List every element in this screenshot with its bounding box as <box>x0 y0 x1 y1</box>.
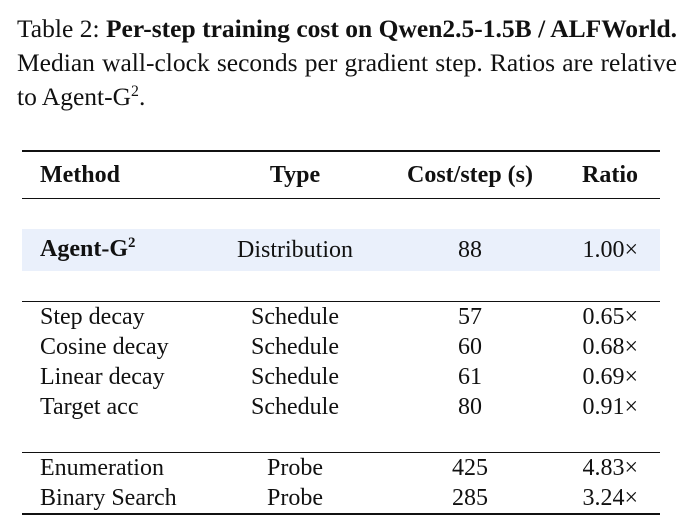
caption-text: Median wall-clock seconds per gradient s… <box>17 48 677 111</box>
row-ratio: 0.68× <box>582 334 638 360</box>
row-ratio: 0.91× <box>582 394 638 420</box>
row-cost: 60 <box>458 334 482 360</box>
row-method: Step decay <box>22 301 210 332</box>
row-type: Schedule <box>251 364 339 390</box>
row-cost: 61 <box>458 364 482 390</box>
table-row: Target acc Schedule 80 0.91× <box>22 392 660 422</box>
row-cost: 80 <box>458 394 482 420</box>
row-cost: 285 <box>380 483 560 515</box>
row-type: Schedule <box>251 394 339 420</box>
row-method: Target acc <box>40 394 139 420</box>
caption-title: Per-step training cost on Qwen2.5-1.5B /… <box>105 14 677 43</box>
table-row: Step decay Schedule 57 0.65× <box>22 301 660 332</box>
table-row: Enumeration Probe 425 4.83× <box>22 452 660 483</box>
cost-table: Method Type Cost/step (s) Ratio Agent-G2… <box>22 150 660 515</box>
header-ratio: Ratio <box>560 150 660 199</box>
row-ratio: 0.69× <box>582 364 638 390</box>
table-row: Linear decay Schedule 61 0.69× <box>22 362 660 392</box>
row-ratio: 1.00× <box>560 229 660 271</box>
header-method: Method <box>22 150 210 199</box>
table-row: Binary Search Probe 285 3.24× <box>22 483 660 515</box>
row-method: Linear decay <box>40 364 165 390</box>
row-method: Binary Search <box>22 483 210 515</box>
caption-superscript: 2 <box>131 83 139 101</box>
row-ratio: 4.83× <box>560 452 660 483</box>
row-type: Schedule <box>251 334 339 360</box>
table-row: Cosine decay Schedule 60 0.68× <box>22 332 660 362</box>
row-cost: 57 <box>380 301 560 332</box>
table-header-row: Method Type Cost/step (s) Ratio <box>22 150 660 199</box>
row-method: Enumeration <box>22 452 210 483</box>
header-type: Type <box>210 150 380 199</box>
table-caption: Table 2: Per-step training cost on Qwen2… <box>17 12 677 118</box>
row-type: Distribution <box>210 229 380 271</box>
row-ratio: 3.24× <box>560 483 660 515</box>
table-row-agent-g2: Agent-G2 Distribution 88 1.00× <box>22 229 660 271</box>
row-cost: 88 <box>380 229 560 271</box>
row-ratio: 0.65× <box>560 301 660 332</box>
header-cost: Cost/step (s) <box>380 150 560 199</box>
caption-end: . <box>138 82 146 111</box>
row-method: Cosine decay <box>40 334 169 360</box>
row-type: Probe <box>210 452 380 483</box>
row-cost: 425 <box>380 452 560 483</box>
row-type: Schedule <box>210 301 380 332</box>
row-type: Probe <box>210 483 380 515</box>
row-method: Agent-G2 <box>22 229 210 271</box>
caption-label: Table 2: <box>17 14 100 43</box>
